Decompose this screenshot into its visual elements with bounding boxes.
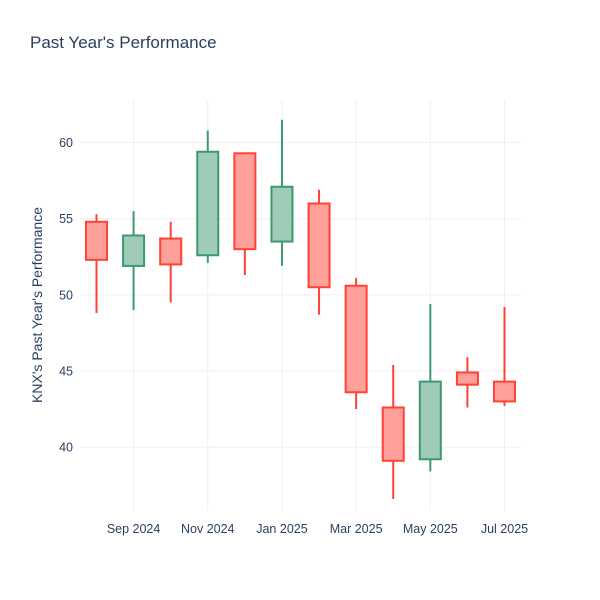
x-tick-label: Jul 2025 [481,522,528,536]
candle-body[interactable] [196,150,220,257]
x-tick-label: Sep 2024 [107,522,161,536]
chart-title: Past Year's Performance [30,33,217,52]
y-tick-label: 55 [59,212,73,226]
y-tick-label: 40 [59,441,73,455]
candle-body[interactable] [233,152,257,251]
y-tick-label: 45 [59,364,73,378]
x-tick-label: Mar 2025 [330,522,383,536]
candle-body[interactable] [122,234,146,267]
y-tick-label: 60 [59,136,73,150]
candle-body[interactable] [344,284,368,394]
candle-body[interactable] [455,371,479,386]
candle-body[interactable] [85,220,108,261]
candle-body[interactable] [381,406,405,462]
candle-body[interactable] [270,185,294,243]
y-tick-label: 50 [59,288,73,302]
candle-body[interactable] [418,380,442,461]
candle-body[interactable] [159,237,183,266]
x-tick-label: Jan 2025 [256,522,307,536]
x-tick-label: Nov 2024 [181,522,235,536]
x-tick-label: May 2025 [403,522,458,536]
candle-body[interactable] [493,380,516,403]
candle-body[interactable] [307,202,331,289]
